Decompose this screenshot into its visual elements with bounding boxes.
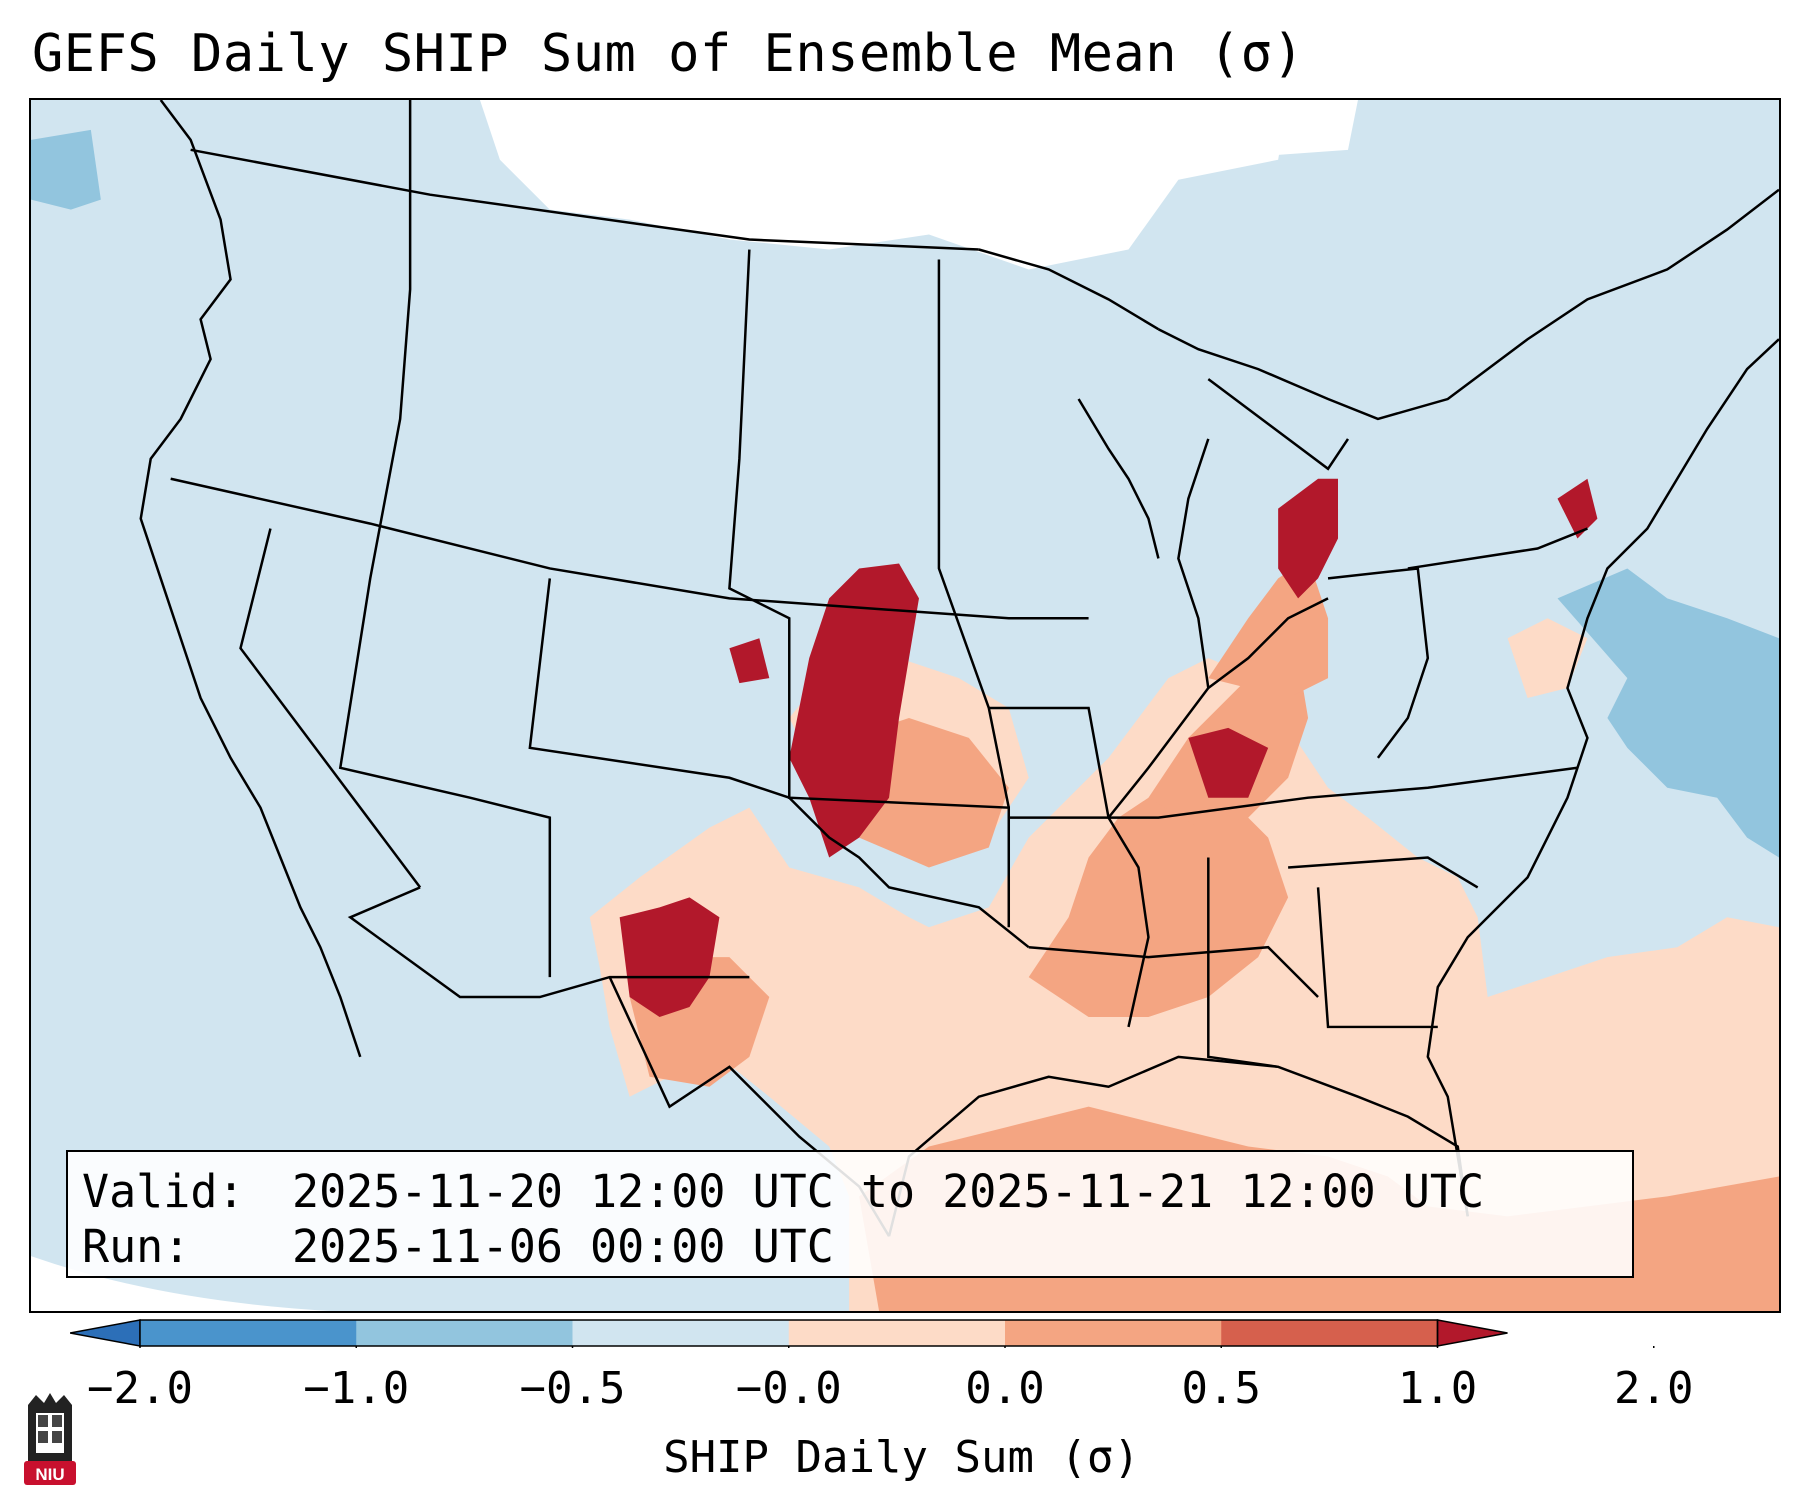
illinois-line bbox=[1177, 438, 1210, 689]
lake-michigan bbox=[1077, 398, 1160, 559]
colorbar-tick-label: 0.5 bbox=[1181, 1363, 1261, 1414]
red-river bbox=[788, 796, 1030, 949]
logo-text: NIU bbox=[35, 1465, 64, 1484]
colorbar-segment bbox=[788, 1320, 1006, 1346]
colorbar-segment bbox=[356, 1320, 573, 1346]
colorado-line bbox=[528, 578, 790, 799]
colorbar-tick-label: 2.0 bbox=[1614, 1363, 1694, 1414]
map-panel bbox=[29, 98, 1781, 1313]
pa-ny-line bbox=[1407, 527, 1588, 570]
colorbar-tick-label: −0.0 bbox=[735, 1363, 842, 1414]
valid-time-box: Valid: 2025-11-20 12:00 UTC to 2025-11-21… bbox=[66, 1150, 1634, 1278]
colorbar-segment bbox=[1221, 1320, 1438, 1346]
colorbar-segment bbox=[1005, 1320, 1222, 1346]
colorbar-label: SHIP Daily Sum (σ) bbox=[663, 1432, 1140, 1483]
colorbar-tick-label: −0.5 bbox=[519, 1363, 626, 1414]
run-label: Run: bbox=[82, 1220, 191, 1273]
colorbar-extend-low bbox=[70, 1319, 141, 1347]
lake-huron bbox=[1207, 378, 1350, 471]
nevada-line bbox=[239, 528, 422, 889]
valid-label: Valid: bbox=[82, 1165, 245, 1218]
strong-positive-anomaly bbox=[619, 478, 1598, 1017]
colorbar-segment bbox=[572, 1320, 790, 1346]
colorbar bbox=[70, 1318, 1740, 1348]
colorbar-segment bbox=[140, 1320, 357, 1346]
colorbar-tick-label: −1.0 bbox=[303, 1363, 410, 1414]
niu-logo: NIU bbox=[24, 1393, 76, 1485]
valid-row: Valid: 2025-11-20 12:00 UTC to 2025-11-21… bbox=[82, 1164, 1632, 1219]
run-row: Run: 2025-11-06 00:00 UTC bbox=[82, 1219, 1632, 1274]
colorbar-tick-label: −2.0 bbox=[87, 1363, 193, 1414]
canada-missing-data bbox=[479, 100, 1358, 270]
border-sw bbox=[347, 886, 750, 999]
projection-edge-left bbox=[31, 1256, 530, 1311]
pacific-negative-anomaly bbox=[31, 129, 101, 210]
run-value: 2025-11-06 00:00 UTC bbox=[292, 1220, 834, 1273]
state-line-a bbox=[170, 477, 1089, 620]
missouri-border bbox=[988, 706, 1150, 1028]
valid-value: 2025-11-20 12:00 UTC to 2025-11-21 12:00… bbox=[292, 1165, 1485, 1218]
atlantic-negative-anomaly bbox=[1557, 568, 1779, 858]
east-coast bbox=[1426, 338, 1779, 1217]
west-coast bbox=[139, 100, 362, 1058]
us-canada-border bbox=[190, 148, 979, 251]
mountain-line bbox=[338, 100, 552, 978]
great-lakes-border bbox=[1157, 188, 1779, 421]
colorbar-tick-label: 1.0 bbox=[1397, 1363, 1478, 1414]
colorbar-extend-high bbox=[1436, 1319, 1508, 1347]
carolina-line bbox=[1288, 856, 1479, 889]
border-east bbox=[978, 248, 1160, 331]
gulf-coast bbox=[887, 1055, 1469, 1237]
plains-line-2 bbox=[937, 259, 1010, 808]
chart-title: GEFS Daily SHIP Sum of Ensemble Mean (σ) bbox=[32, 24, 1305, 84]
political-borders bbox=[139, 100, 1779, 1237]
map-canvas bbox=[31, 100, 1779, 1311]
alabama-line bbox=[1207, 857, 1279, 1069]
ohio-pa-line bbox=[1327, 567, 1430, 759]
colorbar-svg bbox=[70, 1319, 1655, 1348]
colorbar-tick-label: 0.0 bbox=[965, 1363, 1045, 1414]
georgia-line bbox=[1316, 887, 1438, 1029]
